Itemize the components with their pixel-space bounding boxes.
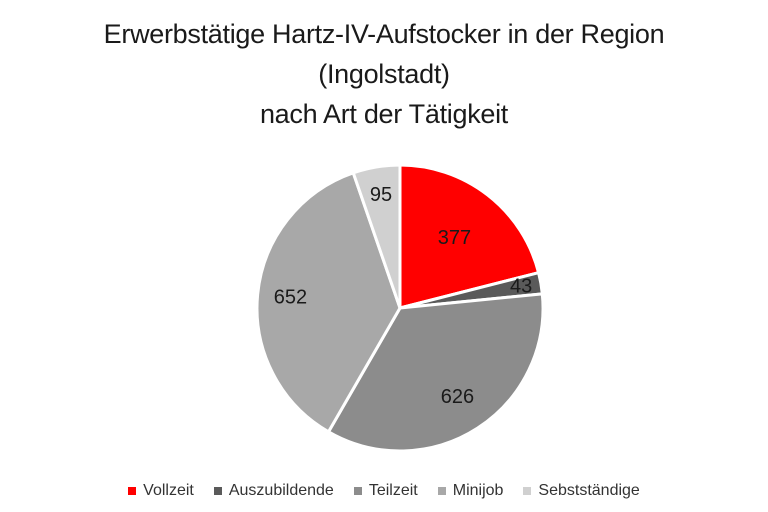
legend-item-sebstst-ndige: Sebstständige <box>523 482 640 500</box>
pie-chart: 377 43 626 652 95 <box>255 163 545 453</box>
pie-slice-minijob <box>255 171 402 434</box>
chart-title: Erwerbstätige Hartz-IV-Aufstocker in der… <box>0 14 768 134</box>
legend-swatch-minijob <box>437 487 446 495</box>
legend-swatch-sebstst-ndige <box>523 487 532 495</box>
legend-label-minijob: Minijob <box>452 482 504 499</box>
data-label-minijob: 652 <box>274 287 307 309</box>
legend-swatch-auszubildende <box>213 487 222 495</box>
data-label-vollzeit: 377 <box>438 227 471 249</box>
legend-item-teilzeit: Teilzeit <box>353 482 418 500</box>
pie-slice-sebstst-ndige <box>351 163 402 310</box>
legend-label-sebstst-ndige: Sebstständige <box>538 482 640 499</box>
legend-label-auszubildende: Auszubildende <box>228 482 334 499</box>
data-label-auszubildende: 43 <box>510 276 532 298</box>
legend-swatch-vollzeit <box>128 487 137 495</box>
pie-slices <box>255 163 545 453</box>
pie-data-labels: 377 43 626 652 95 <box>274 184 533 408</box>
pie-slice-vollzeit <box>398 163 541 310</box>
legend-swatch-teilzeit <box>353 487 362 495</box>
legend-item-minijob: Minijob <box>437 482 504 500</box>
pie-slice-teilzeit <box>326 292 545 453</box>
legend: Vollzeit Auszubildende Teilzeit Minijob Sebs… <box>0 482 768 500</box>
title-line-1: Erwerbstätige Hartz-IV-Aufstocker in der… <box>103 19 665 49</box>
legend-item-vollzeit: Vollzeit <box>128 482 194 500</box>
legend-item-auszubildende: Auszubildende <box>213 482 334 500</box>
title-line-2: (Ingolstadt) <box>318 59 450 89</box>
data-label-sebstst-ndige: 95 <box>370 184 392 206</box>
legend-label-vollzeit: Vollzeit <box>143 482 194 499</box>
title-line-3: nach Art der Tätigkeit <box>259 99 509 129</box>
legend-label-teilzeit: Teilzeit <box>368 482 418 499</box>
data-label-teilzeit: 626 <box>441 386 474 408</box>
